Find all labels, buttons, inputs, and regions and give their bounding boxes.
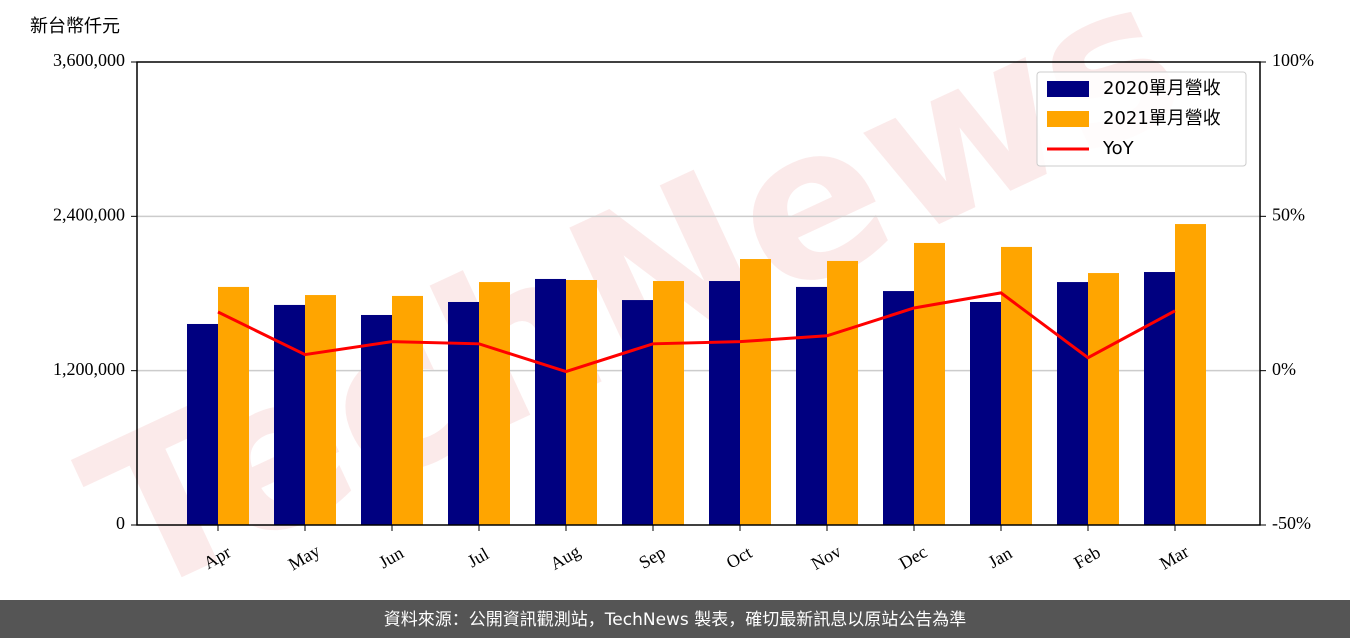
bar (305, 295, 336, 525)
bar (883, 291, 914, 525)
x-tick-label: Jun (375, 542, 407, 572)
bar (392, 295, 423, 525)
bar (479, 282, 510, 525)
line (217, 291, 1176, 374)
bar (827, 260, 858, 525)
bar (1088, 273, 1119, 525)
bar (709, 281, 740, 525)
bar (653, 281, 684, 525)
bar (566, 279, 597, 525)
y-tick-label: 2,400,000 (53, 204, 125, 224)
bar (274, 304, 305, 525)
legend-box (1036, 71, 1247, 167)
y-axis-label: 新台幣仟元 (30, 16, 120, 37)
source-note: 資料來源：公開資訊觀測站，TechNews 製表，確切最新訊息以原站公告為準 (384, 610, 966, 630)
y2-tick-label: 100% (1272, 50, 1314, 70)
legend-swatch (1047, 81, 1089, 97)
bar (1175, 224, 1206, 526)
bar (622, 300, 653, 525)
bar (1144, 272, 1175, 525)
bar (1001, 246, 1032, 525)
bar (796, 286, 827, 525)
legend-label: 2020單月營收 (1103, 78, 1221, 99)
x-tick-label: Nov (808, 541, 845, 574)
bar (970, 301, 1001, 525)
y2-tick-label: 50% (1272, 204, 1305, 224)
plot-frame (136, 61, 1261, 526)
legend-label: YoY (1102, 138, 1135, 159)
bar (1057, 282, 1088, 525)
legend-label: 2021單月營收 (1103, 108, 1221, 129)
legend-swatch (1047, 111, 1089, 127)
bar (187, 323, 218, 525)
bar (740, 259, 771, 525)
bar (448, 301, 479, 525)
x-tick-label: Jan (985, 543, 1016, 572)
bar (361, 314, 392, 525)
bar (914, 242, 945, 526)
y2-tick-label: 0% (1272, 359, 1296, 379)
footer-bar (0, 600, 1350, 638)
x-tick-label: Mar (1156, 541, 1192, 573)
y-tick-label: 1,200,000 (53, 359, 125, 379)
x-tick-label: Feb (1070, 542, 1103, 573)
x-tick-label: Jul (464, 543, 492, 571)
bar (535, 278, 566, 525)
y2-tick-label: -50% (1272, 513, 1311, 533)
y-tick-label: 3,600,000 (53, 50, 125, 70)
x-tick-label: Aug (547, 541, 584, 574)
y-tick-label: 0 (116, 513, 125, 533)
x-tick-label: Sep (635, 542, 668, 573)
bar (218, 286, 249, 525)
x-tick-label: Dec (896, 541, 931, 573)
x-tick-label: Oct (723, 542, 756, 572)
